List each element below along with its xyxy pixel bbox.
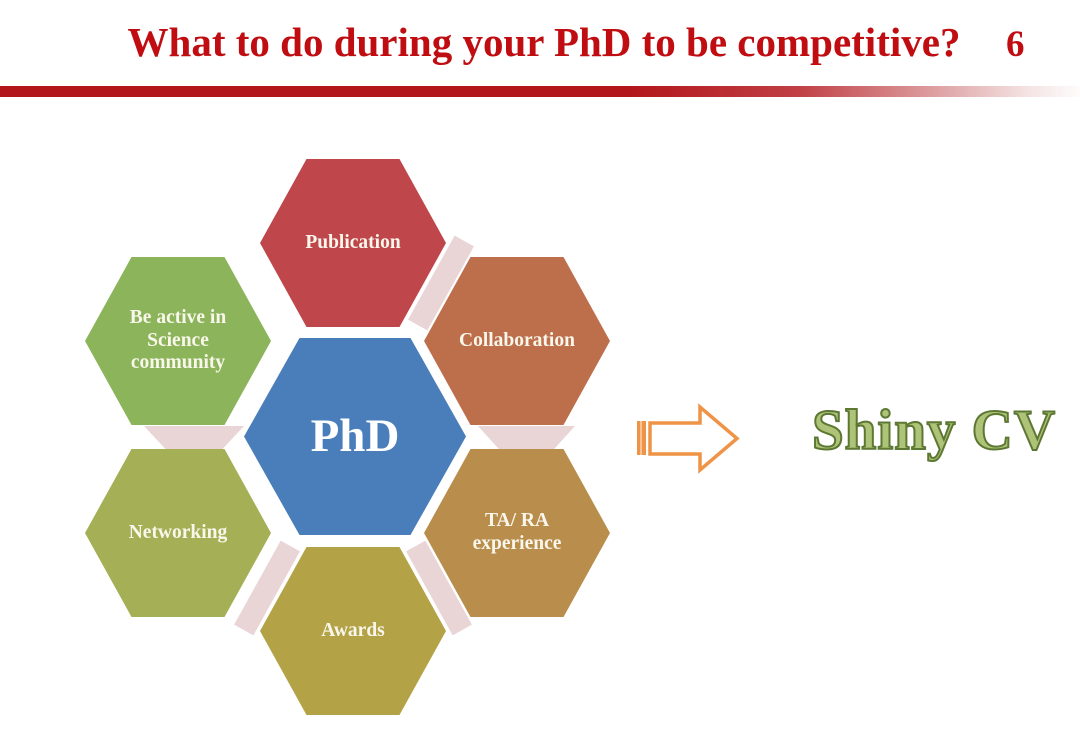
hexagon-phd: PhD xyxy=(244,338,466,535)
slide-title: What to do during your PhD to be competi… xyxy=(127,19,961,65)
hexagon-label-line: community xyxy=(130,352,226,374)
shiny-cv-text: Shiny CV xyxy=(811,398,1056,463)
hexagon-collaboration: Collaboration xyxy=(424,257,610,425)
hexagon-label-line: Science xyxy=(147,329,209,351)
arrow-outline xyxy=(648,403,740,474)
hexagon-label: Be active in Science community xyxy=(104,307,253,375)
hexagon-label: PhD xyxy=(310,410,400,463)
divider-bar xyxy=(0,86,1080,97)
right-arrow-icon xyxy=(636,402,742,474)
hexagon-label: TA/ RA experience xyxy=(443,510,592,555)
hexagon-publication: Publication xyxy=(260,159,446,327)
hexagon-ta-ra-experience: TA/ RA experience xyxy=(424,449,610,617)
hexagon-label: Collaboration xyxy=(459,329,575,351)
hexagon-label-line: TA/ RA xyxy=(484,510,550,532)
hexagon-networking: Networking xyxy=(85,449,271,617)
hexagon-label: Awards xyxy=(321,619,385,641)
hexagon-label-line: Be active in xyxy=(129,307,227,329)
hexagon-awards: Awards xyxy=(260,547,446,715)
hexagon-label-line: experience xyxy=(472,533,562,554)
hexagon-be-active-science-community: Be active in Science community xyxy=(85,257,271,425)
hexagon-label: Publication xyxy=(305,231,401,253)
hexagon-label: Networking xyxy=(128,521,228,543)
page-number: 6 xyxy=(1006,24,1025,65)
